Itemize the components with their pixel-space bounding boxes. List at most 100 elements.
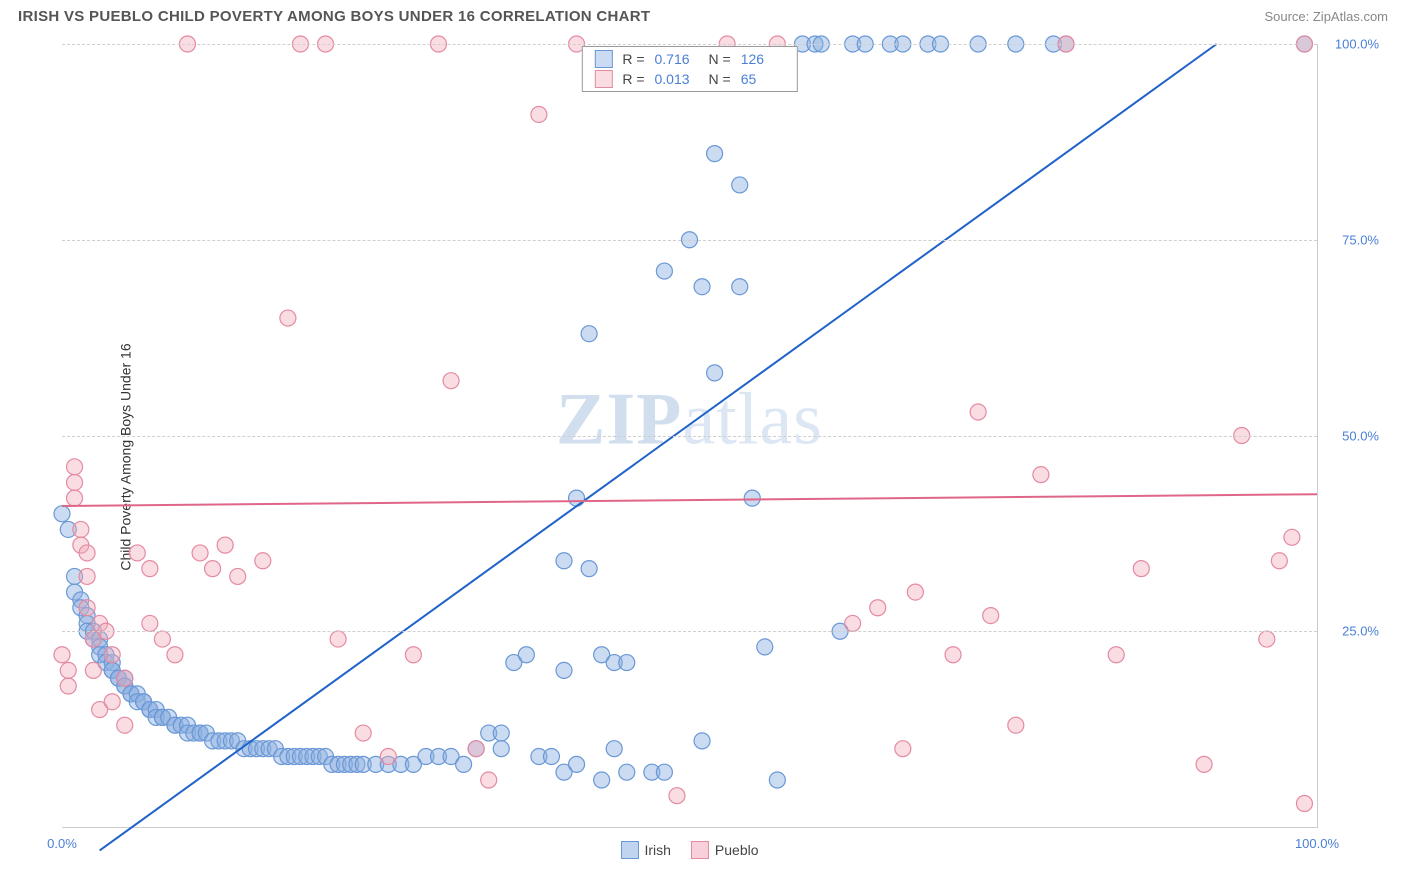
data-point	[142, 561, 158, 577]
data-point	[1296, 796, 1312, 812]
data-point	[569, 490, 585, 506]
data-point	[656, 764, 672, 780]
y-tick-label: 100.0%	[1335, 37, 1379, 52]
data-point	[569, 756, 585, 772]
stats-row: R = 0.013 N = 65	[582, 69, 796, 89]
data-point	[1008, 717, 1024, 733]
stat-n-value: 126	[741, 51, 785, 67]
data-point	[79, 568, 95, 584]
data-point	[1259, 631, 1275, 647]
data-point	[355, 725, 371, 741]
data-point	[85, 662, 101, 678]
data-point	[1133, 561, 1149, 577]
data-point	[531, 106, 547, 122]
data-point	[380, 749, 396, 765]
data-point	[1284, 529, 1300, 545]
data-point	[556, 553, 572, 569]
data-point	[594, 772, 610, 788]
legend-label: Pueblo	[715, 842, 759, 858]
x-tick-label: 100.0%	[1295, 836, 1339, 851]
data-point	[60, 662, 76, 678]
data-point	[443, 373, 459, 389]
data-point	[744, 490, 760, 506]
data-point	[405, 647, 421, 663]
stat-r-value: 0.716	[655, 51, 699, 67]
data-point	[1271, 553, 1287, 569]
swatch-icon	[594, 50, 612, 68]
data-point	[606, 741, 622, 757]
data-point	[870, 600, 886, 616]
stat-label: N =	[709, 71, 731, 87]
legend-label: Irish	[644, 842, 670, 858]
data-point	[255, 553, 271, 569]
data-point	[104, 694, 120, 710]
data-point	[619, 655, 635, 671]
data-point	[1196, 756, 1212, 772]
data-point	[1033, 467, 1049, 483]
data-point	[67, 459, 83, 475]
data-point	[67, 474, 83, 490]
data-point	[54, 647, 70, 663]
chart-area: Child Poverty Among Boys Under 16 ZIPatl…	[18, 36, 1388, 878]
stat-label: N =	[709, 51, 731, 67]
data-point	[104, 647, 120, 663]
swatch-icon	[620, 841, 638, 859]
data-point	[707, 365, 723, 381]
data-point	[732, 279, 748, 295]
source-label: Source: ZipAtlas.com	[1264, 9, 1388, 24]
y-tick-label: 50.0%	[1342, 428, 1379, 443]
data-point	[117, 717, 133, 733]
data-point	[205, 561, 221, 577]
data-point	[707, 146, 723, 162]
data-point	[769, 772, 785, 788]
trend-line	[62, 494, 1317, 506]
data-point	[79, 600, 95, 616]
data-point	[556, 662, 572, 678]
trend-line	[100, 44, 1217, 850]
data-point	[757, 639, 773, 655]
stats-row: R = 0.716 N = 126	[582, 49, 796, 69]
legend-item: Pueblo	[691, 841, 759, 859]
legend-item: Irish	[620, 841, 670, 859]
x-tick-label: 0.0%	[47, 836, 77, 851]
data-point	[167, 647, 183, 663]
data-point	[694, 279, 710, 295]
data-point	[67, 490, 83, 506]
stat-label: R =	[622, 71, 644, 87]
stat-r-value: 0.013	[655, 71, 699, 87]
data-point	[895, 741, 911, 757]
data-point	[230, 568, 246, 584]
data-point	[217, 537, 233, 553]
stats-legend: R = 0.716 N = 126 R = 0.013 N = 65	[581, 46, 797, 92]
data-point	[481, 772, 497, 788]
plot-region: ZIPatlas R =0.716N =126R =0.013N =65 Iri…	[62, 44, 1318, 828]
data-point	[732, 177, 748, 193]
data-point	[129, 545, 145, 561]
data-point	[945, 647, 961, 663]
series-legend: Irish Pueblo	[620, 841, 758, 859]
data-point	[468, 741, 484, 757]
data-point	[845, 615, 861, 631]
data-point	[280, 310, 296, 326]
y-tick-label: 75.0%	[1342, 232, 1379, 247]
data-point	[493, 725, 509, 741]
data-point	[694, 733, 710, 749]
data-point	[518, 647, 534, 663]
data-point	[619, 764, 635, 780]
data-point	[456, 756, 472, 772]
stat-label: R =	[622, 51, 644, 67]
chart-title: IRISH VS PUEBLO CHILD POVERTY AMONG BOYS…	[18, 8, 650, 25]
data-point	[117, 670, 133, 686]
stat-n-value: 65	[741, 71, 785, 87]
data-point	[154, 631, 170, 647]
data-point	[581, 561, 597, 577]
data-point	[907, 584, 923, 600]
data-point	[54, 506, 70, 522]
data-point	[581, 326, 597, 342]
y-tick-label: 25.0%	[1342, 624, 1379, 639]
data-point	[79, 545, 95, 561]
swatch-icon	[594, 70, 612, 88]
data-point	[142, 615, 158, 631]
data-point	[73, 521, 89, 537]
swatch-icon	[691, 841, 709, 859]
